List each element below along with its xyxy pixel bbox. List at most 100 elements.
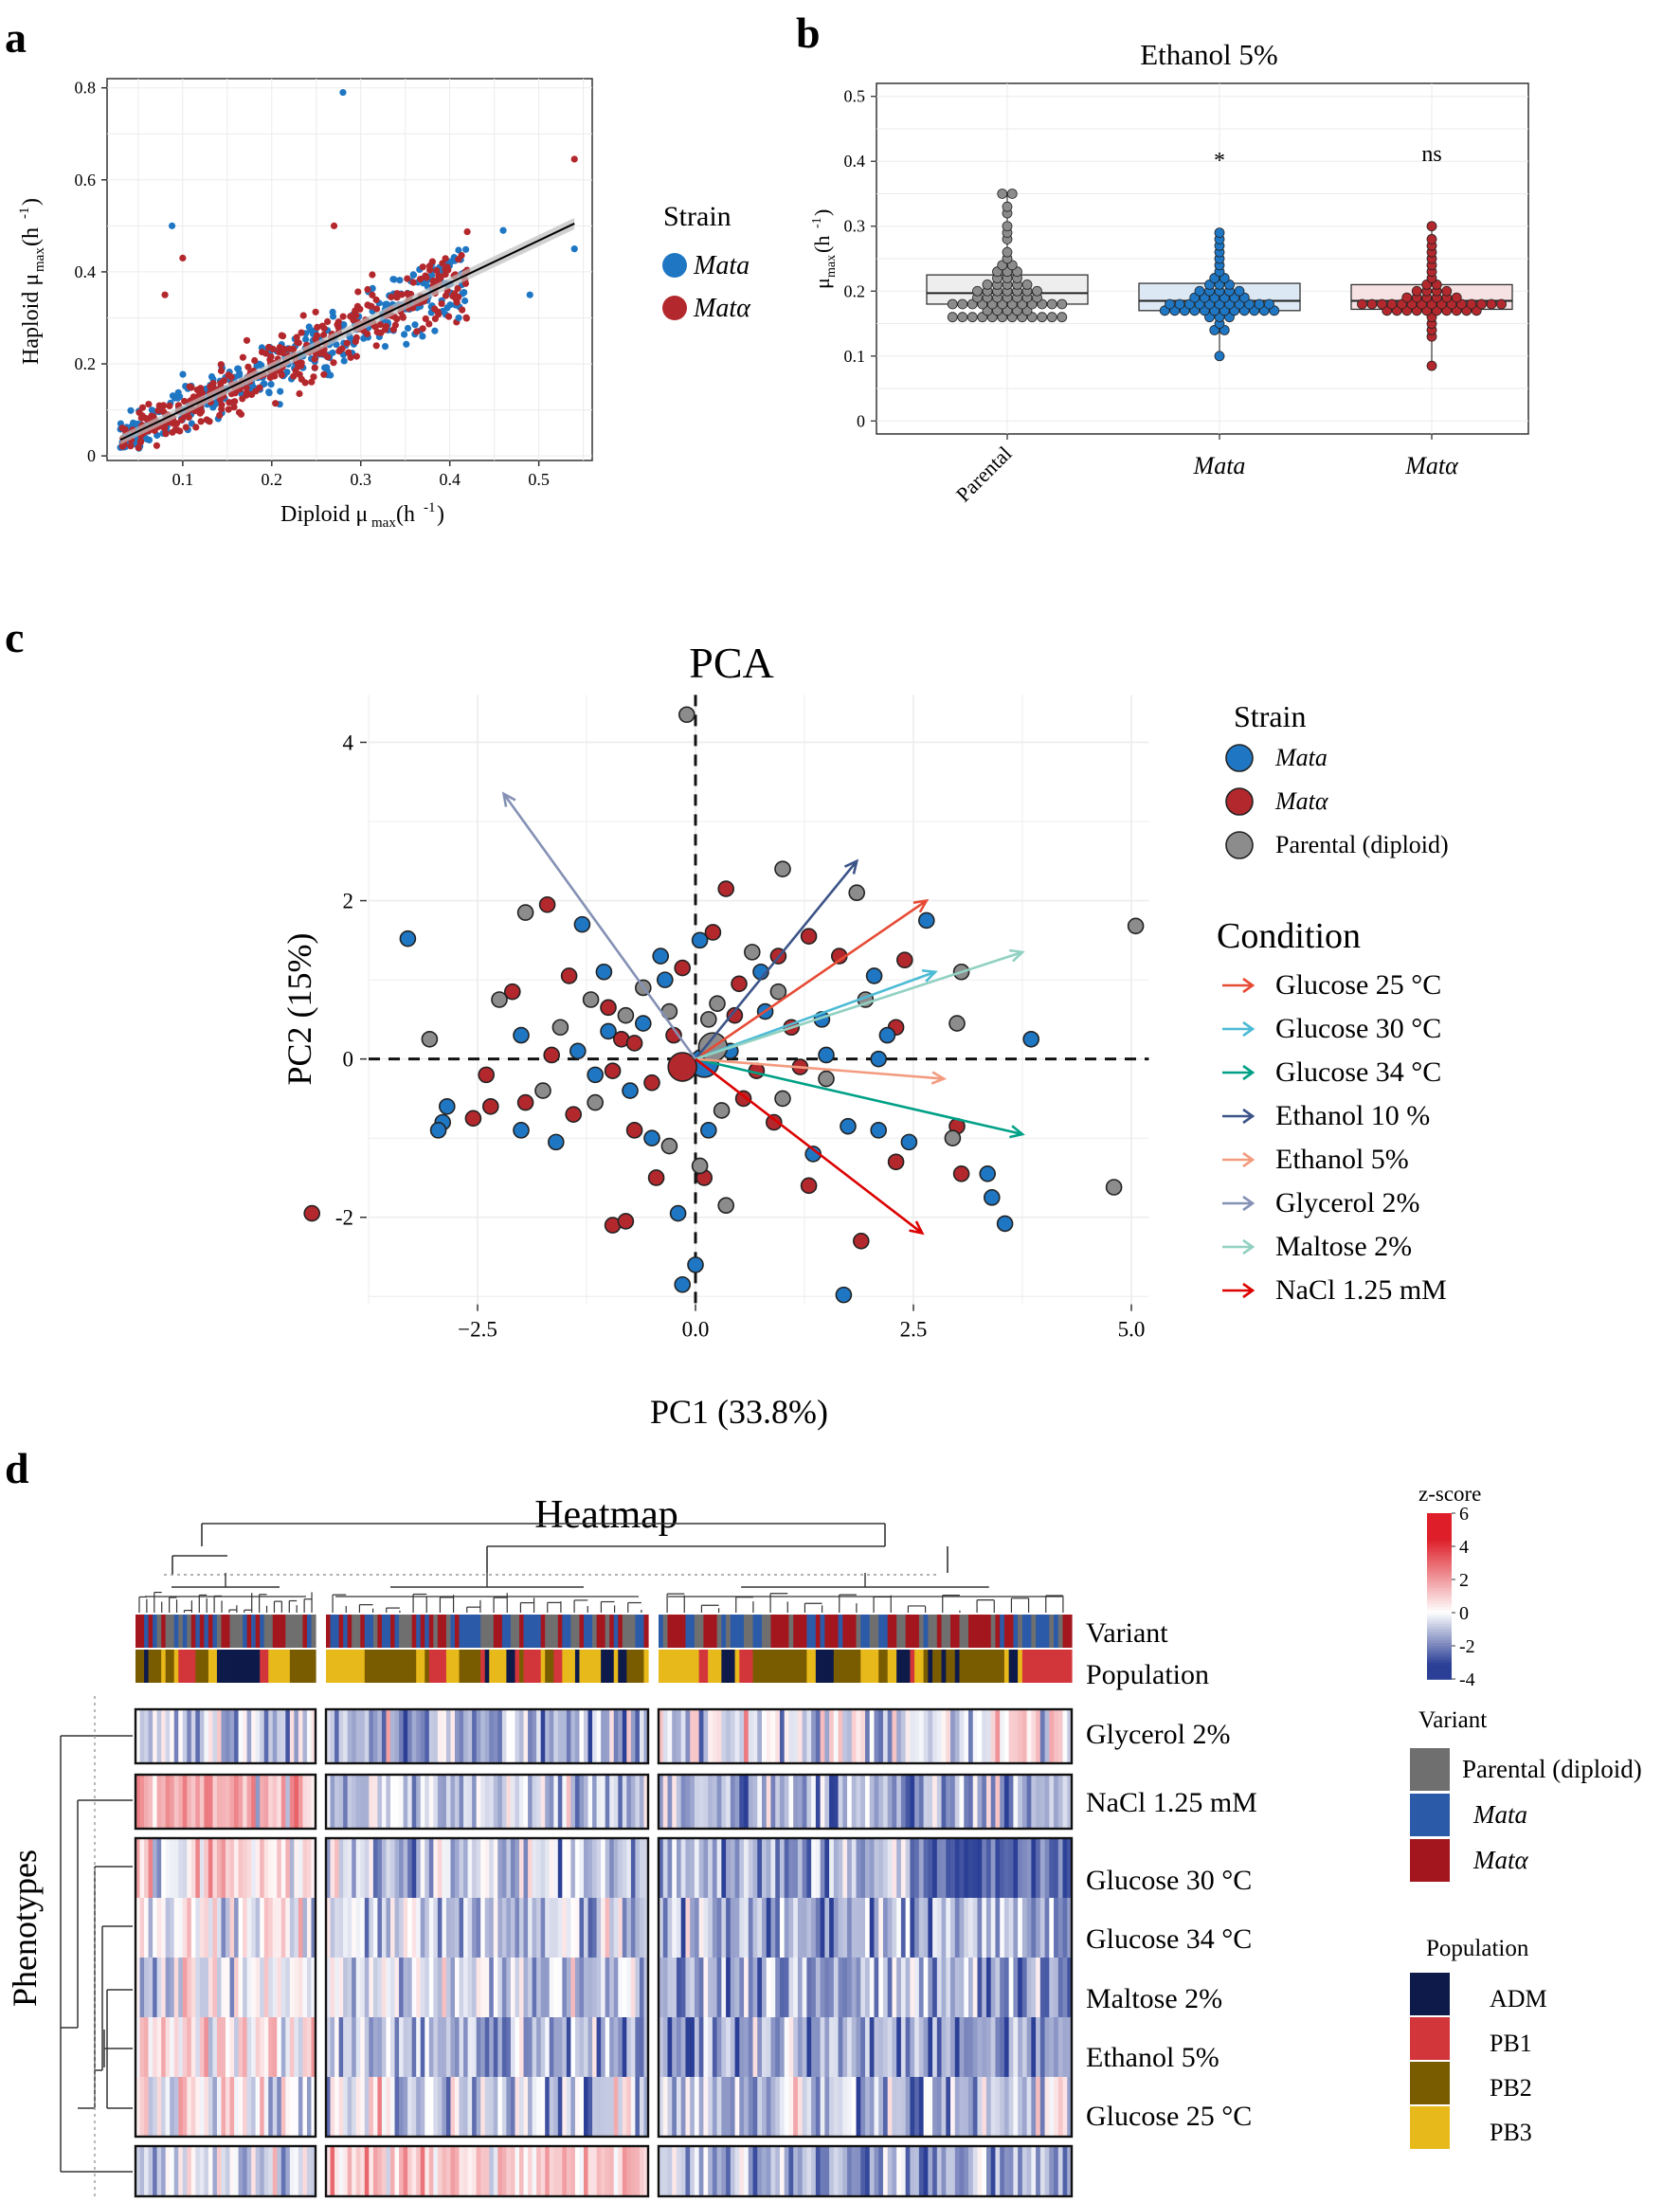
heatmap-cell [433, 1775, 439, 1829]
heatmap-cell [905, 1709, 911, 1763]
population-annotation-cell [1067, 1650, 1073, 1683]
heatmap-cell [472, 1898, 478, 1958]
heatmap-cell [399, 2077, 405, 2137]
data-point [422, 272, 429, 280]
heatmap-cell [343, 1958, 349, 2017]
population-annotation-cell [708, 1650, 714, 1683]
heatmap-cell [874, 1838, 879, 1898]
population-annotation-cell [712, 1650, 718, 1683]
data-point [660, 1137, 678, 1155]
heatmap-cell [285, 2146, 291, 2196]
data-point [372, 296, 380, 304]
heatmap-cell [941, 2017, 947, 2077]
heatmap-cell [566, 1958, 571, 2017]
heatmap-cell [900, 2077, 907, 2137]
heatmap-cell [1044, 2077, 1050, 2137]
heatmap-cell [306, 1838, 313, 1898]
population-annotation-cell [489, 1650, 495, 1683]
heatmap-cell [161, 2077, 167, 2137]
population-annotation-cell [1054, 1650, 1059, 1683]
loading-arrow-head [1008, 948, 1025, 963]
heatmap-cell [364, 1709, 370, 1763]
heatmap-cell [566, 2017, 571, 2077]
data-point [181, 397, 189, 406]
heatmap-cell [721, 2077, 727, 2137]
heatmap-cell [403, 1898, 408, 1958]
heatmap-cell [770, 2077, 776, 2137]
heatmap-cell [842, 1958, 848, 2017]
data-point [538, 895, 556, 913]
variant-annotation-cell [355, 1615, 361, 1648]
row-label: Glucose 34 °C [1086, 1923, 1252, 1955]
population-annotation-cell [326, 1650, 332, 1683]
variant-annotation-cell [372, 1615, 378, 1648]
colorbar-segment [1427, 1629, 1452, 1633]
colorbar-segment [1427, 1670, 1452, 1674]
data-point [159, 402, 167, 410]
heatmap-cell [900, 1838, 907, 1898]
heatmap-cell [972, 2017, 979, 2077]
heatmap-cell [480, 1958, 486, 2017]
heatmap-cell [667, 1898, 673, 1958]
heatmap-cell [437, 1958, 443, 2017]
heatmap-cell [680, 2017, 687, 2077]
heatmap-cell [170, 2146, 175, 2196]
heatmap-cell [139, 2017, 145, 2077]
heatmap-cell [238, 1775, 244, 1829]
heatmap-cell [1039, 1709, 1046, 1763]
heatmap-cell [493, 1838, 498, 1898]
heatmap-cell [1044, 1898, 1050, 1958]
heatmap-cell [865, 2017, 871, 2077]
panel-a-grid [107, 79, 592, 460]
heatmap-cell [721, 1958, 727, 2017]
colorbar-segment [1427, 1643, 1452, 1647]
heatmap-cell [1031, 1709, 1037, 1763]
heatmap-cell [990, 2077, 997, 2137]
variant-annotation-cell [896, 1615, 902, 1648]
data-point [419, 325, 426, 333]
heatmap-cell [161, 1709, 167, 1763]
heatmap-cell [1036, 2017, 1041, 2077]
heatmap-cell [820, 2077, 825, 2137]
heatmap-cell [298, 2017, 304, 2077]
colorbar-segment [1427, 1571, 1452, 1575]
heatmap-cell [182, 1838, 188, 1898]
data-point [225, 406, 232, 413]
heatmap-cell [425, 1709, 430, 1763]
heatmap-cell [896, 1898, 902, 1958]
x-tick-label: Matα [1404, 452, 1459, 479]
heatmap-cell [596, 1958, 602, 2017]
data-point [691, 1157, 709, 1175]
variant-annotation-cell [515, 1615, 520, 1648]
variant-annotation-cell [936, 1615, 943, 1648]
heatmap-cell [878, 2017, 884, 2077]
heatmap-cell [553, 1958, 559, 2017]
heatmap-cell [680, 1775, 687, 1829]
heatmap-cell [770, 1838, 776, 1898]
heatmap-cell [455, 1958, 461, 2017]
heatmap-cell [243, 1898, 248, 1958]
legend-arrow-head [1242, 1108, 1255, 1125]
population-annotation-cell [355, 1650, 361, 1683]
heatmap-cell [1003, 1709, 1010, 1763]
heatmap-cell [553, 2077, 559, 2137]
heatmap-cell [882, 1709, 889, 1763]
heatmap-cell [208, 2146, 214, 2196]
variant-annotation-cell [770, 1615, 776, 1648]
legend-label: Glucose 30 °C [1275, 1013, 1441, 1044]
heatmap-cell [557, 2077, 563, 2137]
variant-annotation-cell [744, 1615, 750, 1648]
data-point [499, 226, 507, 234]
data-point [1234, 285, 1245, 297]
population-annotation-cell [900, 1650, 907, 1683]
heatmap-cell [360, 1775, 366, 1829]
heatmap-cell [667, 1775, 673, 1829]
variant-annotation-cell [306, 1615, 313, 1648]
heatmap-cell [553, 1775, 559, 1829]
heatmap-cell [856, 1775, 861, 1829]
heatmap-cell [584, 1958, 589, 2017]
heatmap-cell [170, 2077, 175, 2137]
heatmap-cell [195, 1709, 201, 1763]
heatmap-cell [1062, 1958, 1068, 2017]
heatmap-cell [480, 2146, 486, 2196]
